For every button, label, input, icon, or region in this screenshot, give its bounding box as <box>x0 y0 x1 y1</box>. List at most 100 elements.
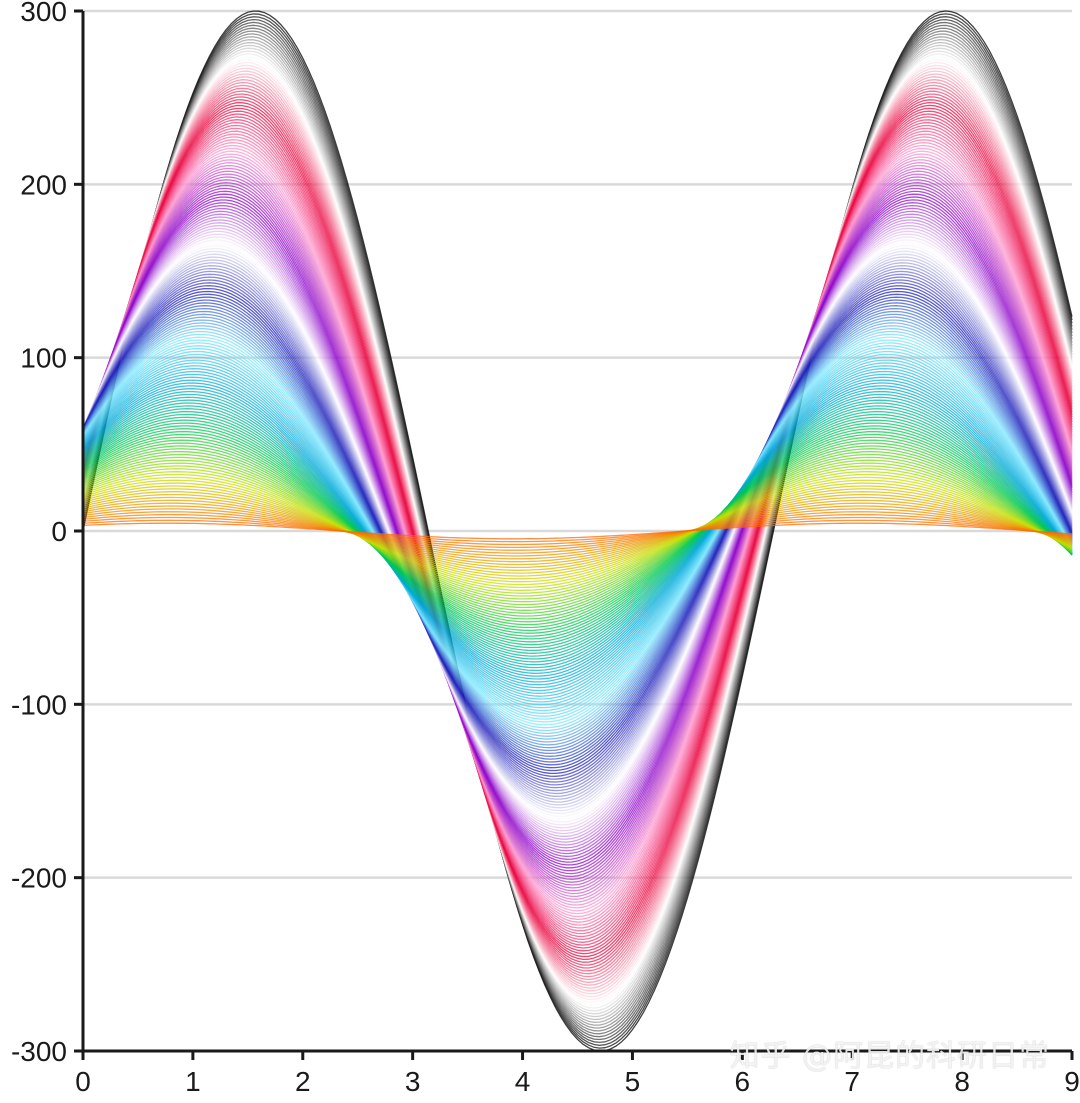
curve-9 <box>82 36 1073 1026</box>
curve-87 <box>82 259 1073 803</box>
curve-46 <box>82 141 1073 921</box>
curve-131 <box>82 385 1073 677</box>
curve-168 <box>82 491 1073 571</box>
curve-57 <box>82 173 1073 889</box>
curve-150 <box>82 439 1073 623</box>
curve-147 <box>82 430 1073 632</box>
curve-178 <box>82 519 1073 543</box>
curve-85 <box>82 253 1073 809</box>
curve-118 <box>82 348 1073 714</box>
curve-177 <box>82 516 1073 546</box>
curve-62 <box>82 187 1073 875</box>
y-tick-label-1: 200 <box>20 169 67 200</box>
curve-97 <box>82 287 1073 775</box>
curve-128 <box>82 376 1073 686</box>
x-tick-label-1: 1 <box>185 1066 201 1097</box>
curve-55 <box>82 167 1073 895</box>
curve-119 <box>82 350 1073 712</box>
curve-8 <box>82 33 1073 1029</box>
curve-123 <box>82 362 1073 700</box>
curve-33 <box>82 104 1073 958</box>
curve-98 <box>82 290 1073 772</box>
curve-23 <box>82 76 1073 986</box>
curve-81 <box>82 242 1073 820</box>
curve-136 <box>82 399 1073 663</box>
curve-134 <box>82 393 1073 669</box>
y-tick-label-6: -300 <box>11 1036 67 1067</box>
curve-43 <box>82 133 1073 929</box>
curve-17 <box>82 59 1073 1003</box>
curve-138 <box>82 405 1073 657</box>
curve-75 <box>82 224 1073 837</box>
curve-88 <box>82 262 1073 800</box>
curve-35 <box>82 110 1073 952</box>
curve-12 <box>82 44 1073 1018</box>
curve-112 <box>82 330 1073 732</box>
curve-135 <box>82 396 1073 666</box>
curve-101 <box>82 299 1073 763</box>
curve-10 <box>82 38 1073 1023</box>
curve-41 <box>82 127 1073 935</box>
x-tick-label-5: 5 <box>625 1066 641 1097</box>
curve-170 <box>82 496 1073 566</box>
curve-100 <box>82 296 1073 766</box>
curve-24 <box>82 79 1073 983</box>
curve-161 <box>82 471 1073 591</box>
curve-139 <box>82 408 1073 654</box>
curve-32 <box>82 101 1073 961</box>
curve-95 <box>82 282 1073 780</box>
curve-130 <box>82 382 1073 680</box>
x-tick-label-8: 8 <box>954 1066 970 1097</box>
x-tick-label-0: 0 <box>75 1066 91 1097</box>
curve-84 <box>82 250 1073 812</box>
curve-27 <box>82 87 1073 975</box>
curve-72 <box>82 216 1073 846</box>
curve-132 <box>82 388 1073 674</box>
curve-54 <box>82 164 1073 898</box>
curve-3 <box>82 18 1073 1044</box>
curve-61 <box>82 184 1073 878</box>
curve-94 <box>82 279 1073 783</box>
curve-152 <box>82 445 1073 617</box>
curve-102 <box>82 302 1073 760</box>
curve-137 <box>82 402 1073 660</box>
curve-171 <box>82 499 1073 563</box>
curve-31 <box>82 99 1073 963</box>
curve-116 <box>82 342 1073 720</box>
y-tick-label-5: -200 <box>11 863 67 894</box>
curve-142 <box>82 416 1073 646</box>
curve-125 <box>82 368 1073 694</box>
curve-16 <box>82 56 1073 1006</box>
y-tick-label-2: 100 <box>20 343 67 374</box>
curve-78 <box>82 233 1073 829</box>
curve-11 <box>82 41 1073 1021</box>
curve-34 <box>82 107 1073 955</box>
curve-21 <box>82 70 1073 992</box>
curve-4 <box>82 21 1073 1041</box>
curve-39 <box>82 121 1073 941</box>
curve-82 <box>82 244 1073 818</box>
curve-77 <box>82 230 1073 832</box>
y-tick-label-0: 300 <box>20 0 67 27</box>
curve-165 <box>82 482 1073 580</box>
curve-169 <box>82 493 1073 569</box>
curve-68 <box>82 204 1073 858</box>
curve-167 <box>82 488 1073 574</box>
curve-173 <box>82 505 1073 557</box>
curve-64 <box>82 193 1073 869</box>
curve-83 <box>82 247 1073 815</box>
x-tick-label-4: 4 <box>515 1066 531 1097</box>
curve-117 <box>82 345 1073 717</box>
curve-49 <box>82 150 1073 912</box>
curve-52 <box>82 159 1073 903</box>
curve-47 <box>82 144 1073 918</box>
curve-106 <box>82 313 1073 749</box>
curve-148 <box>82 433 1073 629</box>
curve-146 <box>82 428 1073 634</box>
curve-149 <box>82 436 1073 626</box>
curve-7 <box>82 30 1073 1032</box>
curve-140 <box>82 410 1073 652</box>
curve-99 <box>82 293 1073 769</box>
curve-76 <box>82 227 1073 835</box>
curve-53 <box>82 162 1073 900</box>
